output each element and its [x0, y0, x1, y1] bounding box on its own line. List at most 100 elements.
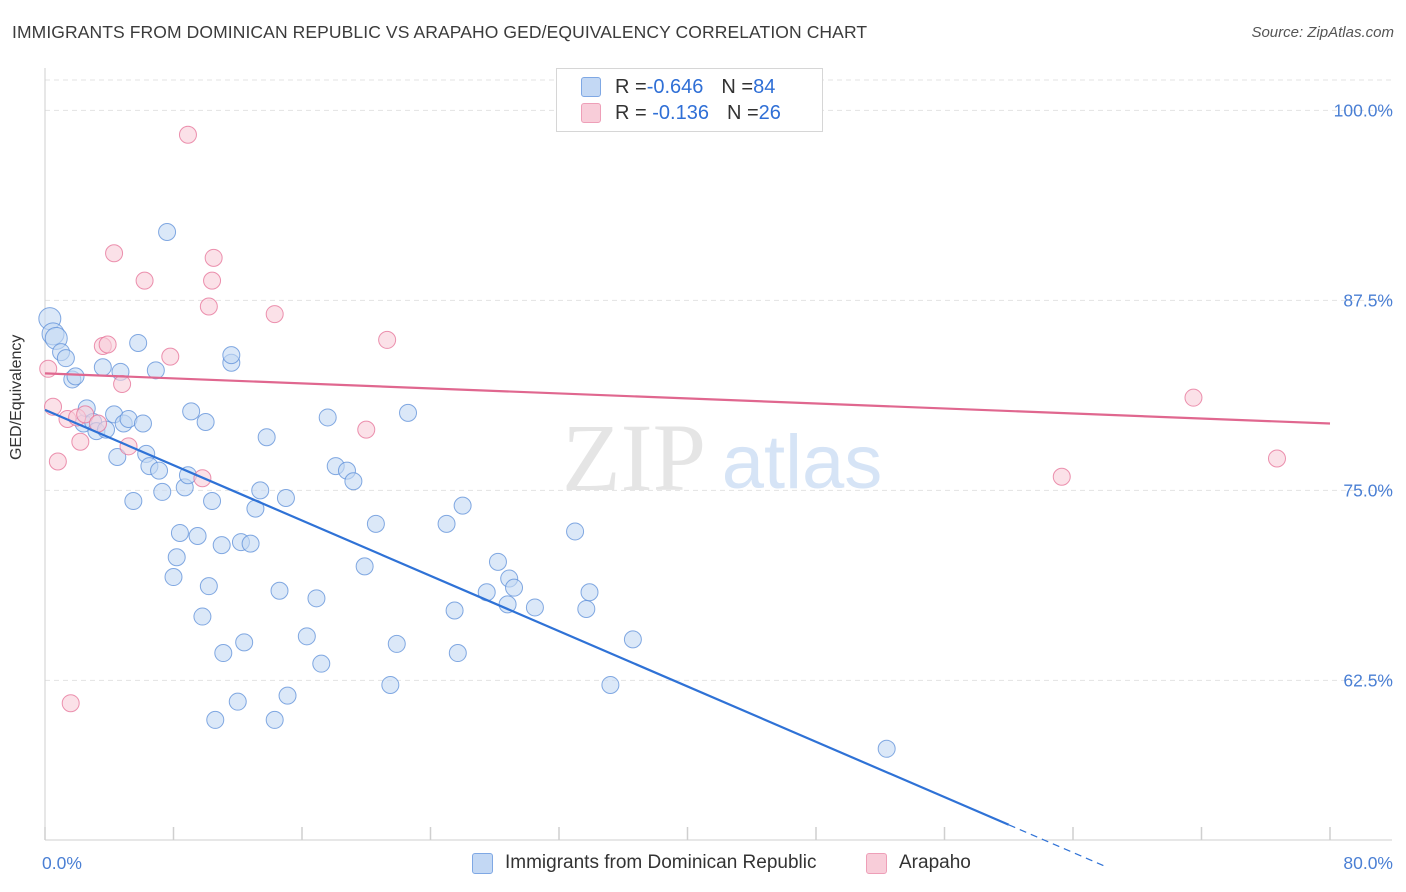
data-point — [66, 367, 85, 386]
data-point — [1052, 467, 1071, 486]
series-name: Immigrants from Dominican Republic — [505, 852, 817, 873]
data-point — [167, 548, 186, 567]
watermark-zip: ZIP — [562, 404, 706, 511]
data-point — [164, 568, 183, 587]
y-tick-label: 100.0% — [1334, 100, 1393, 120]
data-point — [124, 492, 143, 511]
data-point — [48, 452, 67, 471]
data-point — [399, 403, 418, 422]
stats-legend: R = -0.646 N = 84 R = -0.136 N = 26 — [556, 68, 823, 132]
data-point — [241, 534, 260, 553]
data-point — [178, 125, 197, 144]
data-point — [71, 432, 90, 451]
data-point — [150, 461, 169, 480]
data-point — [580, 583, 599, 602]
data-point — [1184, 388, 1203, 407]
data-point — [182, 402, 201, 421]
y-axis-label: GED/Equivalency — [8, 334, 25, 460]
trend-line — [44, 408, 1010, 826]
data-point — [355, 557, 374, 576]
data-point — [498, 595, 517, 614]
data-point — [577, 599, 596, 618]
data-point — [206, 710, 225, 729]
legend-r-label: R = — [615, 101, 647, 124]
data-point — [93, 358, 112, 377]
legend-r-label: R = — [615, 75, 647, 98]
data-point — [297, 627, 316, 646]
data-point — [153, 482, 172, 501]
data-point — [344, 472, 363, 491]
data-point — [448, 644, 467, 663]
chart-source: Source: ZipAtlas.com — [1251, 24, 1394, 41]
data-point — [158, 223, 177, 241]
legend-swatch-pink — [581, 103, 601, 123]
series-swatch-blue — [472, 852, 493, 874]
stats-legend-row-1: R = -0.646 N = 84 — [581, 75, 775, 99]
data-point — [278, 686, 297, 705]
data-point — [318, 408, 337, 427]
data-point — [307, 589, 326, 608]
data-point — [108, 447, 127, 466]
chart-title: IMMIGRANTS FROM DOMINICAN REPUBLIC VS AR… — [12, 22, 868, 42]
legend-r-value: -0.646 — [646, 75, 704, 98]
data-point — [437, 514, 456, 533]
watermark-atlas: atlas — [722, 420, 883, 505]
data-point — [387, 634, 406, 653]
trend-line-extension — [1008, 824, 1106, 867]
data-point — [161, 347, 180, 366]
data-point — [228, 692, 247, 711]
data-point — [312, 654, 331, 673]
data-point — [378, 330, 397, 349]
legend-n-value: 84 — [753, 75, 776, 98]
data-point — [488, 552, 507, 571]
data-point — [146, 361, 165, 380]
data-point — [199, 577, 218, 596]
x-tick-label: 0.0% — [42, 853, 82, 873]
legend-r-value: -0.136 — [646, 101, 709, 124]
data-point — [203, 271, 222, 290]
data-point — [105, 244, 124, 263]
trend-layer — [44, 372, 1331, 867]
data-point — [265, 305, 284, 324]
data-point — [381, 675, 400, 694]
data-point — [212, 536, 231, 555]
trend-line — [44, 372, 1331, 425]
data-point — [276, 489, 295, 507]
data-point — [199, 297, 218, 316]
data-point — [235, 633, 254, 652]
data-point — [222, 346, 241, 365]
legend-n-label: N = — [721, 75, 754, 98]
data-point — [366, 514, 385, 533]
x-tick-label: 80.0% — [1343, 853, 1393, 873]
data-point — [445, 601, 464, 620]
y-tick-label: 87.5% — [1343, 290, 1393, 310]
data-point — [214, 644, 233, 663]
data-point — [525, 598, 544, 617]
data-point — [170, 523, 189, 542]
stats-legend-row-2: R = -0.136 N = 26 — [581, 101, 781, 125]
data-point — [196, 413, 215, 431]
data-point — [98, 335, 117, 354]
data-point — [877, 739, 896, 758]
data-point — [188, 527, 207, 545]
y-tick-label: 75.0% — [1343, 480, 1393, 500]
data-point — [357, 420, 376, 439]
axes — [44, 68, 1392, 841]
data-point — [204, 248, 223, 267]
data-point — [505, 578, 524, 597]
data-point — [76, 405, 95, 424]
data-point — [135, 271, 154, 290]
data-point — [1267, 449, 1286, 468]
data-point — [129, 333, 148, 352]
data-point — [203, 492, 222, 511]
data-point — [193, 607, 212, 626]
data-point — [56, 349, 75, 368]
data-point — [257, 428, 276, 447]
data-point — [566, 522, 585, 541]
data-point — [270, 581, 289, 600]
data-point — [61, 694, 80, 713]
points-layer — [38, 125, 1286, 758]
data-point — [113, 375, 132, 393]
data-point — [133, 414, 152, 433]
